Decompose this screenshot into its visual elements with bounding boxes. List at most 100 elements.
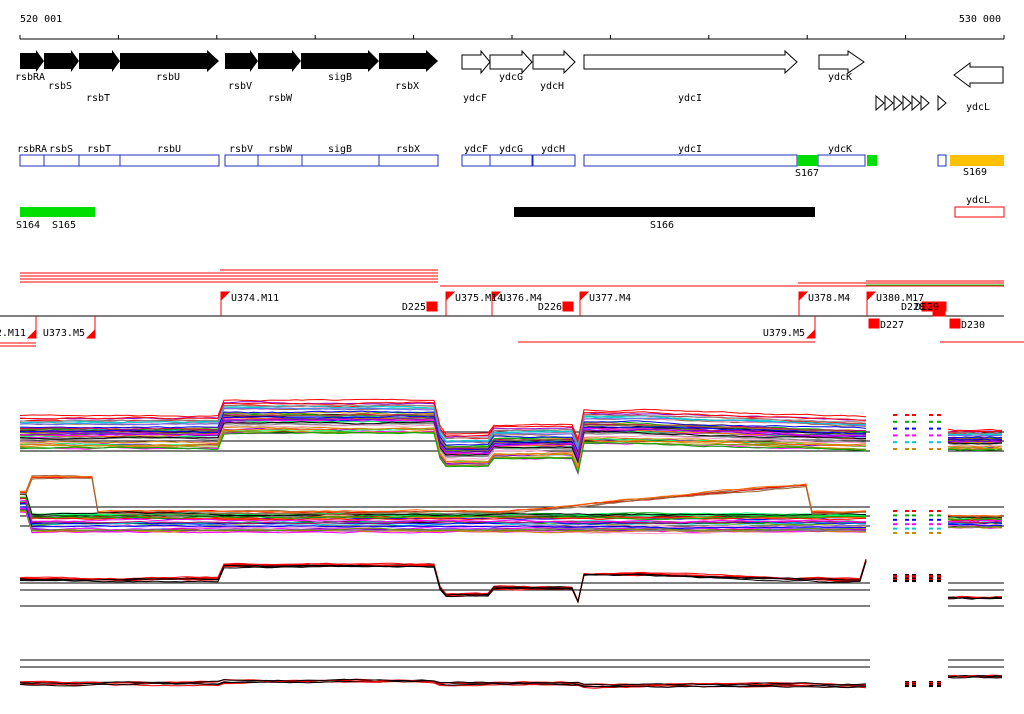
gene-label-rsbw: rsbW (268, 93, 293, 104)
gene-box-small[interactable] (937, 154, 947, 167)
marker-small-block[interactable] (932, 309, 946, 317)
label-d225: D225 (402, 302, 426, 313)
box-label-ydch: ydcH (541, 144, 565, 155)
label-d227: D227 (880, 320, 904, 331)
box-label-rsbu: rsbU (157, 144, 181, 155)
segment-s166-black[interactable] (514, 207, 815, 217)
marker-d226-block[interactable] (562, 301, 574, 312)
gene-arrow-rsbra[interactable] (20, 50, 44, 72)
label-u373: U373.M5 (43, 328, 85, 339)
gene-arrow-ydcf[interactable] (461, 49, 491, 75)
expression-track-2 (19, 474, 1004, 535)
segment-green-small[interactable] (867, 155, 877, 166)
gene-label-rsbx: rsbX (395, 81, 419, 92)
marker-u380[interactable] (866, 291, 877, 316)
gene-box-ydcf[interactable] (461, 154, 491, 167)
ruler-end-label: 530 000 (959, 14, 1001, 25)
box-label-ydci: ydcI (678, 144, 702, 155)
gene-label-ydcf: ydcF (463, 93, 487, 104)
gene-arrow-rsbu[interactable] (120, 50, 219, 72)
box-label-rsbv: rsbV (229, 144, 253, 155)
gene-arrow-rsbv[interactable] (225, 50, 258, 72)
gene-box-rsbx[interactable] (378, 154, 439, 167)
box-label-rsbw: rsbW (268, 144, 293, 155)
label-u378: U378.M4 (808, 293, 850, 304)
label-d226: D226 (538, 302, 562, 313)
gene-box-rsbw[interactable] (257, 154, 303, 167)
gene-box-ydck[interactable] (817, 154, 866, 167)
expression-track-4 (19, 659, 1004, 689)
marker-u376[interactable] (491, 291, 502, 316)
gene-box-ydcg[interactable] (489, 154, 533, 167)
gene-box-row (19, 154, 947, 167)
gene-label-rsbu: rsbU (156, 72, 180, 83)
marker-d230-block[interactable] (949, 318, 961, 329)
gene-label-sigb: sigB (328, 72, 352, 83)
gene-label-ydci: ydcI (678, 93, 702, 104)
gene-arrow-rsbw[interactable] (258, 50, 301, 72)
ruler-start-label: 520 001 (20, 14, 62, 25)
segment-s167-green[interactable] (797, 155, 818, 166)
gene-box-sigb[interactable] (301, 154, 380, 167)
open-gene-labels: ydcF ydcG ydcH ydcI ydcK ydcL (463, 72, 990, 113)
segment-s164-s165-green[interactable] (20, 207, 95, 217)
gene-label-ydcl: ydcL (966, 102, 990, 113)
marker-u377[interactable] (579, 291, 590, 316)
marker-u378[interactable] (798, 291, 809, 316)
gene-arrow-sigb[interactable] (301, 50, 379, 72)
box-label-rsbx: rsbX (396, 144, 420, 155)
gene-arrow-rsbs[interactable] (44, 50, 79, 72)
segment-label-ydcl: ydcL (966, 195, 990, 206)
box-label-ydcg: ydcG (499, 144, 523, 155)
gene-label-ydch: ydcH (540, 81, 564, 92)
gene-box-labels: rsbRA rsbS rsbT rsbU rsbV rsbW sigB rsbX… (17, 144, 987, 179)
expression-track-3 (19, 558, 1004, 607)
gene-arrow-rsbt[interactable] (79, 50, 120, 72)
gene-label-ydcg: ydcG (499, 72, 523, 83)
gene-arrow-rsbx[interactable] (379, 50, 438, 72)
marker-d227-block[interactable] (868, 318, 880, 329)
marker-d225-block[interactable] (426, 301, 438, 312)
ruler-ticks (19, 35, 1005, 39)
segment-s169-yellow[interactable] (950, 155, 1004, 166)
box-label-sigb: sigB (328, 144, 352, 155)
expression-track-1 (19, 398, 1004, 476)
marker-u379[interactable] (805, 316, 816, 339)
gene-box-rsbv[interactable] (224, 154, 259, 167)
segment-label-s164: S164 (16, 220, 40, 231)
label-u376: U376.M4 (500, 293, 542, 304)
marker-m11-left[interactable] (26, 316, 37, 339)
gene-arrow-ydcg[interactable] (489, 49, 533, 75)
gene-box-rsbu[interactable] (119, 154, 220, 167)
filled-gene-arrows (20, 50, 438, 72)
segment-label-s165: S165 (52, 220, 76, 231)
label-d228: D228 (901, 302, 925, 313)
gene-arrow-ydck[interactable] (818, 50, 865, 74)
gene-arrow-ydch[interactable] (532, 49, 576, 75)
label-m11-left: 2.M11 (0, 328, 26, 339)
gene-arrow-ydci[interactable] (583, 49, 798, 75)
marker-u375[interactable] (445, 291, 456, 316)
marker-u374[interactable] (220, 291, 231, 316)
box-label-rsbt: rsbT (87, 144, 111, 155)
gene-box-rsbt[interactable] (78, 154, 121, 167)
transcript-lines (0, 269, 1024, 347)
label-d230: D230 (961, 320, 985, 331)
marker-u373[interactable] (85, 316, 96, 339)
coordinate-ruler: 520 001 530 000 (19, 14, 1005, 40)
gene-label-rsbs: rsbS (48, 81, 72, 92)
gene-box-ydch[interactable] (532, 154, 576, 167)
gene-arrow-ydcl[interactable] (953, 62, 1004, 88)
segment-label-s166: S166 (650, 220, 674, 231)
segment-ydcl-box[interactable] (954, 206, 1005, 218)
gene-label-rsbt: rsbT (86, 93, 110, 104)
gene-box-rsbra[interactable] (19, 154, 45, 167)
filled-gene-labels: rsbRA rsbS rsbT rsbU rsbV rsbW sigB rsbX (15, 72, 419, 104)
box-label-rsbra: rsbRA (17, 144, 47, 155)
upper-marker-flags (220, 291, 947, 316)
gene-box-rsbs[interactable] (43, 154, 80, 167)
label-d229: D229 (915, 302, 939, 313)
upper-marker-labels: U374.M11 D225 U375.M14 U376.M4 D226 U377… (231, 293, 939, 313)
gene-box-ydci[interactable] (583, 154, 798, 167)
